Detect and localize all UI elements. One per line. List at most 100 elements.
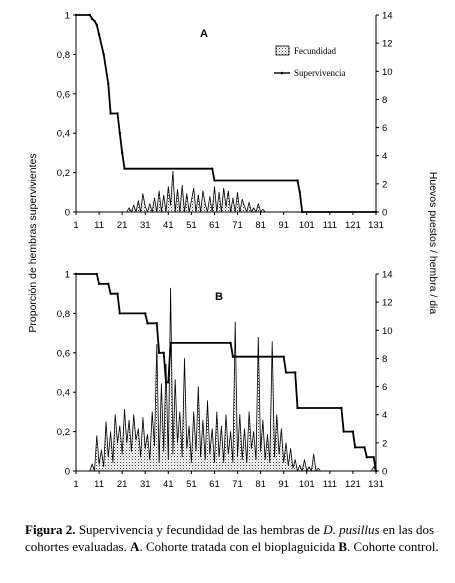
panel-b-x-tick-label: 11	[94, 479, 104, 490]
panel-b-survival-point	[162, 351, 165, 354]
figure: Proporción de hembras supervivientes Hue…	[27, 11, 439, 491]
panel-b-survival-point	[109, 292, 112, 295]
panel-a-x-tick-label: 131	[368, 220, 384, 231]
panel-b-survival-point	[282, 355, 285, 358]
panel-a-right-tick-label: 6	[382, 123, 387, 134]
panel-a-right-tick-label: 2	[382, 179, 387, 190]
panel-b-survival-point	[95, 272, 98, 276]
panel-a-x-tick-label: 81	[255, 220, 266, 231]
caption-text-4: . Cohorte control.	[347, 539, 439, 554]
panel-b-survival-point	[144, 312, 147, 315]
right-axis-label: Huevos puestos / hembra / dia	[427, 172, 439, 315]
panel-b-x-tick-label: 51	[186, 479, 197, 490]
panel-b-x-tick-label: 41	[163, 479, 174, 490]
panel-b-survival-point	[229, 341, 232, 345]
panel-a-right-tick-label: 8	[382, 95, 387, 106]
panel-b-left-tick-label: 1	[65, 270, 70, 281]
panel-a-survival-point	[118, 132, 122, 135]
panel-b-left-tick-label: 0	[65, 467, 70, 478]
panel-a-survival-point	[93, 19, 96, 23]
panel-a-survival-point	[120, 151, 124, 155]
panel-a-survival-point	[374, 210, 378, 214]
panel-b-x-tick-label: 1	[73, 479, 78, 490]
panel-a-left-tick-label: 0,6	[57, 89, 70, 100]
panel-a-survival-point	[109, 112, 112, 115]
panel-b-survival-point	[74, 272, 78, 276]
panel-b-survival-point	[284, 371, 288, 374]
panel-a-x-tick-label: 1	[73, 220, 78, 231]
panel-a-fecundity-area	[75, 170, 377, 213]
panel-b-survival-point	[146, 322, 149, 325]
panel-a-x-tick-label: 71	[232, 220, 243, 231]
caption-label-a: A	[130, 539, 140, 554]
panel-a-right-tick-label: 14	[382, 11, 393, 22]
panel-b-survival-point	[169, 341, 172, 345]
panel-b-x-tick-label: 21	[117, 479, 128, 490]
panel-b-x-tick-label: 111	[323, 479, 337, 490]
caption-text-1: Supervivencia y fecundidad de las hembra…	[75, 522, 324, 537]
panel-a-survival-point	[95, 23, 98, 27]
panel-a-left-tick-label: 0,4	[57, 129, 70, 140]
panel-a-survival-point	[300, 210, 304, 214]
panel-b-right-tick-label: 12	[382, 298, 393, 309]
panel-b-right-tick-label: 2	[382, 438, 387, 449]
panel-b-right-tick-label: 14	[382, 270, 393, 281]
panel-a-survival-line	[76, 14, 376, 213]
panel-a-left-tick-label: 0	[65, 208, 70, 219]
panel-b-right-tick-label: 6	[382, 382, 387, 393]
panel-b-survival-point	[118, 312, 122, 315]
panel-b-right-tick-label: 8	[382, 354, 387, 365]
panel-a-x-tick-label: 111	[323, 220, 337, 231]
panel-b-label: B	[215, 291, 223, 303]
panel-a-label: A	[200, 28, 208, 40]
panel-a-survival-point	[210, 167, 214, 170]
panel-a-x-tick-label: 11	[94, 220, 104, 231]
panel-b-fecundity-area	[75, 287, 377, 472]
caption-species: D. pusillus	[323, 522, 380, 537]
panel-a-legend-survival-marker	[280, 71, 284, 75]
caption-figure-label: Figura 2.	[25, 522, 76, 537]
panel-a-legend-fecundity-label: Fecundidad	[294, 46, 336, 56]
panel-a-right-tick-label: 10	[382, 67, 393, 78]
caption-label-b: B	[338, 539, 348, 554]
panel-b-survival-point	[340, 406, 343, 410]
panel-b-x-tick-label: 131	[368, 479, 384, 490]
panel-b-survival-point	[164, 381, 168, 384]
panel-a-x-tick-label: 91	[278, 220, 289, 231]
panel-b-survival-point	[97, 282, 101, 286]
panel-a-survival-point	[107, 82, 110, 86]
panel-a-x-tick-label: 121	[345, 220, 361, 231]
panel-a-survival-point	[298, 191, 302, 194]
panel-b-survival-point	[157, 351, 161, 354]
panel-b-right-tick-label: 10	[382, 326, 393, 337]
panel-a-x-tick-label: 31	[140, 220, 151, 231]
panel-b-right-tick-label: 4	[382, 410, 387, 421]
panel-b-survival-point	[116, 292, 119, 295]
panel-b-x-tick-label: 81	[255, 479, 266, 490]
panel-b-survival-point	[372, 456, 375, 459]
panel-a-survival-point	[90, 17, 94, 21]
panel-b-left-tick-label: 0,2	[57, 427, 70, 438]
panel-b-survival-point	[354, 446, 357, 449]
panel-a-right-tick-label: 4	[382, 151, 387, 162]
panel-a-left-tick-label: 0,8	[57, 50, 70, 61]
panel-a-left-tick-label: 1	[65, 11, 70, 22]
panel-b-survival-point	[231, 355, 235, 358]
panel-b-survival-point	[374, 469, 378, 473]
panel-b-survival-point	[351, 430, 355, 433]
panel-b-x-tick-label: 121	[345, 479, 361, 490]
panel-b-x-tick-label: 31	[140, 479, 151, 490]
panel-b-survival-point	[167, 381, 170, 384]
panel-a-x-tick-label: 41	[163, 220, 174, 231]
panel-b-survival-point	[155, 322, 158, 325]
panel-b-left-tick-label: 0,4	[57, 388, 70, 399]
panel-b-x-tick-label: 61	[209, 479, 220, 490]
panel-a-x-tick-label: 51	[186, 220, 197, 231]
panel-a-x-tick-label: 61	[209, 220, 220, 231]
panel-b-survival-point	[363, 446, 366, 449]
panel-b-x-tick-label: 101	[299, 479, 315, 490]
panel-a-survival-point	[213, 179, 216, 182]
panel-b-survival-point	[107, 282, 110, 286]
